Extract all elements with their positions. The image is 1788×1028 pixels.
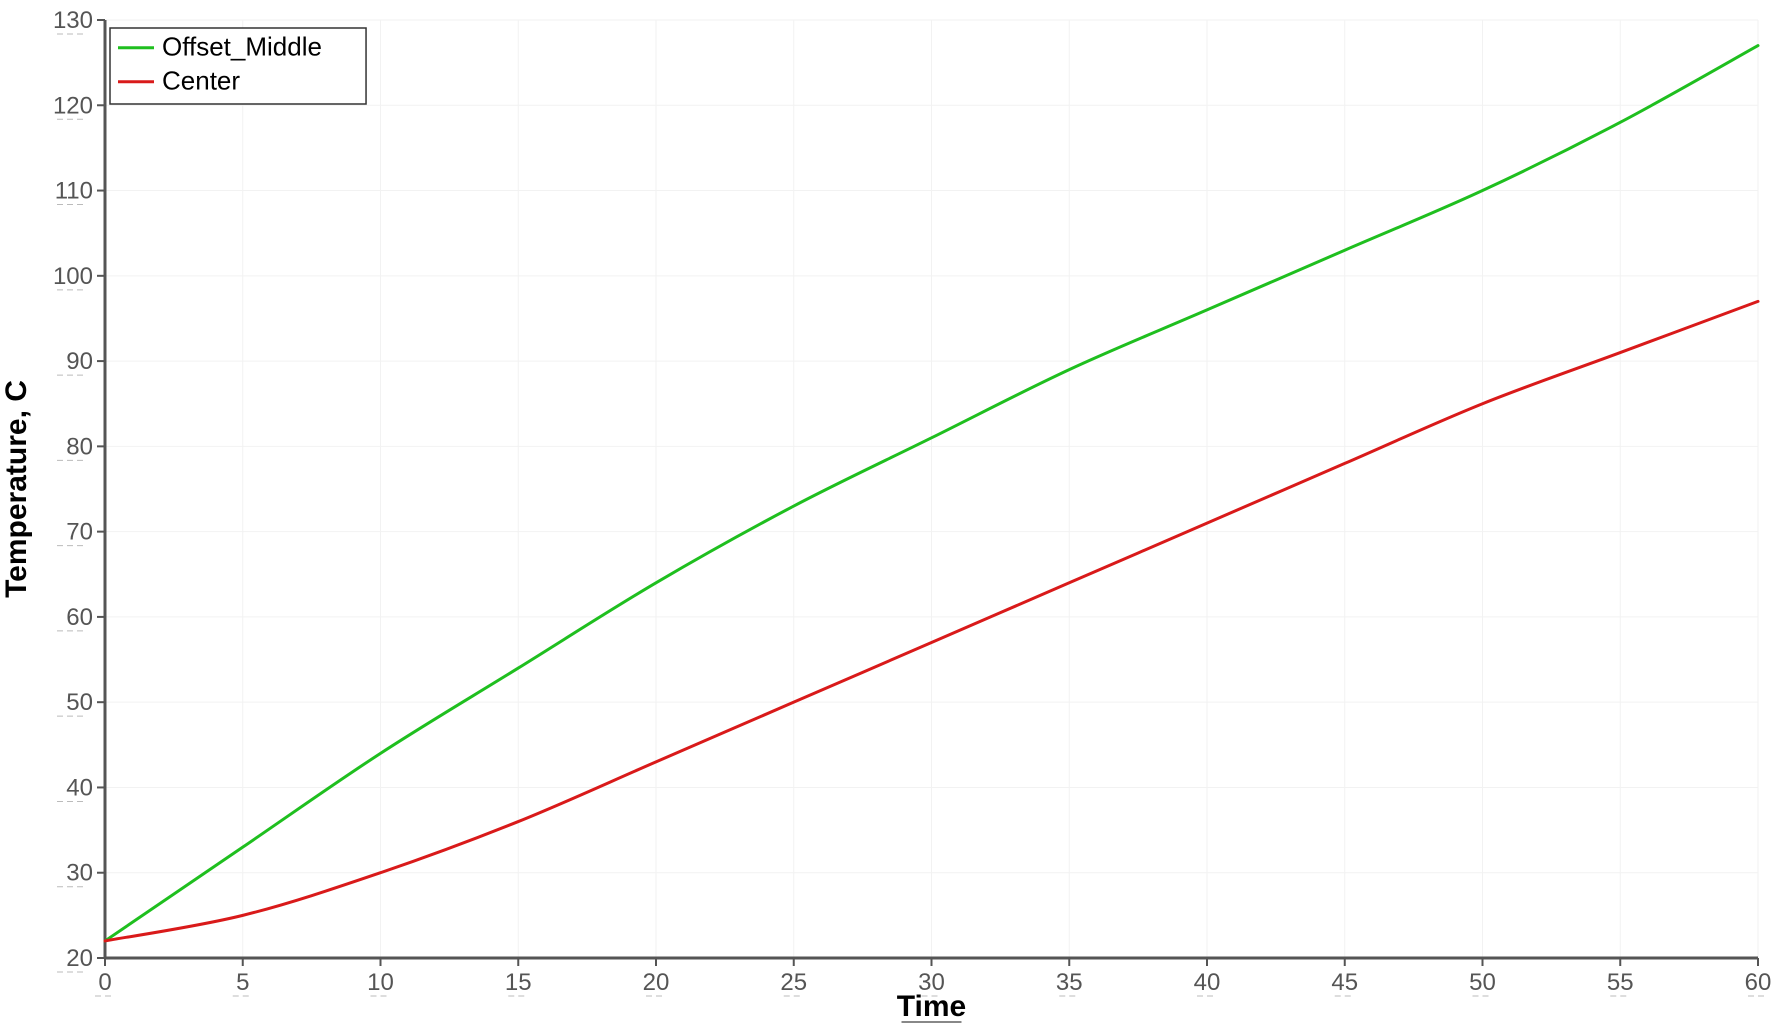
x-tick-label: 15: [505, 969, 532, 996]
y-tick-label: 60: [66, 604, 93, 631]
y-tick-label: 30: [66, 860, 93, 887]
x-axis-label: Time: [897, 990, 966, 1023]
x-tick-label: 40: [1194, 969, 1221, 996]
y-tick-label: 80: [66, 433, 93, 460]
legend-label-1: Center: [162, 66, 240, 96]
y-tick-label: 90: [66, 348, 93, 375]
x-tick-label: 20: [643, 969, 670, 996]
chart-svg: 0510152025303540455055602030405060708090…: [0, 0, 1788, 1028]
y-tick-label: 130: [53, 7, 93, 34]
legend-label-0: Offset_Middle: [162, 32, 322, 62]
temperature-line-chart: 0510152025303540455055602030405060708090…: [0, 0, 1788, 1028]
x-tick-label: 45: [1331, 969, 1358, 996]
y-tick-label: 40: [66, 774, 93, 801]
x-tick-label: 60: [1745, 969, 1772, 996]
x-tick-label: 25: [780, 969, 807, 996]
y-tick-label: 70: [66, 519, 93, 546]
y-tick-label: 50: [66, 689, 93, 716]
x-tick-label: 35: [1056, 969, 1083, 996]
y-tick-label: 110: [55, 178, 93, 205]
y-tick-label: 120: [53, 92, 93, 119]
y-axis-label: Temperature, C: [0, 380, 33, 598]
y-tick-label: 20: [66, 945, 93, 972]
x-tick-label: 0: [98, 969, 111, 996]
legend: Offset_Middle Center: [110, 28, 366, 104]
x-tick-label: 55: [1607, 969, 1634, 996]
x-tick-label: 50: [1469, 969, 1496, 996]
x-tick-label: 10: [367, 969, 394, 996]
y-tick-label: 100: [53, 263, 93, 290]
x-tick-label: 5: [236, 969, 249, 996]
